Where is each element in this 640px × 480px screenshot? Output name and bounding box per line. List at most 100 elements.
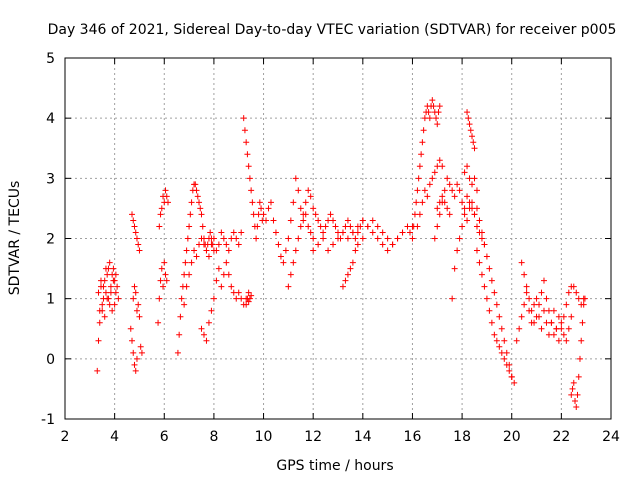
x-axis-label: GPS time / hours <box>276 458 393 474</box>
data-point <box>384 247 391 254</box>
data-point <box>205 319 212 326</box>
data-point <box>406 229 413 236</box>
data-point <box>478 235 485 242</box>
data-point <box>155 319 162 326</box>
data-point <box>105 295 112 302</box>
data-point <box>246 175 253 182</box>
data-point <box>114 283 121 290</box>
data-point <box>521 301 528 308</box>
data-point <box>131 223 138 230</box>
x-tick-label: 24 <box>602 429 620 445</box>
data-point <box>518 259 525 266</box>
data-point <box>300 217 307 224</box>
data-point <box>374 235 381 242</box>
data-point <box>465 115 472 122</box>
data-point <box>419 199 426 206</box>
data-point <box>511 379 518 386</box>
data-point <box>285 235 292 242</box>
data-point <box>235 289 242 296</box>
data-point <box>305 223 312 230</box>
data-point <box>436 103 443 110</box>
data-point <box>258 205 265 212</box>
data-point <box>330 241 337 248</box>
data-point <box>521 271 528 278</box>
data-point <box>526 295 533 302</box>
data-point <box>456 235 463 242</box>
data-point <box>379 241 386 248</box>
x-tick-label: 6 <box>160 429 169 445</box>
data-point <box>198 325 205 332</box>
data-point <box>478 229 485 236</box>
data-point <box>282 247 289 254</box>
data-point <box>506 367 513 374</box>
data-point <box>181 301 188 308</box>
data-point <box>253 235 260 242</box>
data-point <box>193 253 200 260</box>
data-point <box>528 307 535 314</box>
data-point <box>464 217 471 224</box>
data-point <box>470 139 477 146</box>
data-point <box>295 235 302 242</box>
data-point <box>473 187 480 194</box>
data-point <box>235 241 242 248</box>
data-point <box>374 223 381 230</box>
data-point <box>194 193 201 200</box>
data-point <box>461 211 468 218</box>
y-tick-label: 5 <box>46 51 55 67</box>
data-point <box>99 301 106 308</box>
data-point <box>272 229 279 236</box>
data-point <box>568 313 575 320</box>
y-axis-label: SDTVAR / TECUs <box>7 181 23 296</box>
data-point <box>431 235 438 242</box>
data-point <box>132 229 139 236</box>
data-point <box>111 301 118 308</box>
data-point <box>416 163 423 170</box>
data-point <box>186 271 193 278</box>
data-point <box>129 211 136 218</box>
data-point <box>471 145 478 152</box>
data-point <box>205 253 212 260</box>
data-point <box>186 223 193 230</box>
data-point <box>354 241 361 248</box>
data-point <box>233 235 240 242</box>
data-point <box>404 223 411 230</box>
x-tick-label: 22 <box>552 429 570 445</box>
chart-title: Day 346 of 2021, Sidereal Day-to-day VTE… <box>48 22 617 38</box>
data-point <box>503 361 510 368</box>
data-point <box>501 355 508 362</box>
data-point <box>215 241 222 248</box>
data-point <box>414 187 421 194</box>
data-point <box>444 205 451 212</box>
data-point <box>132 367 139 374</box>
data-point <box>344 235 351 242</box>
data-point <box>292 175 299 182</box>
data-point <box>478 271 485 278</box>
data-point <box>245 289 252 296</box>
data-point <box>322 223 329 230</box>
data-point <box>496 313 503 320</box>
data-point <box>344 217 351 224</box>
data-point <box>110 265 117 272</box>
data-point <box>135 301 142 308</box>
data-point <box>109 307 116 314</box>
data-point <box>260 211 267 218</box>
data-point <box>399 229 406 236</box>
data-point <box>555 337 562 344</box>
data-point <box>320 235 327 242</box>
data-point <box>138 349 145 356</box>
data-point <box>459 199 466 206</box>
data-point <box>531 319 538 326</box>
data-point <box>280 259 287 266</box>
plot-frame <box>64 57 612 420</box>
data-point <box>469 133 476 140</box>
data-point <box>496 343 503 350</box>
data-point <box>287 271 294 278</box>
data-point <box>335 235 341 242</box>
y-tick-label: 0 <box>46 352 55 368</box>
data-point <box>418 151 425 158</box>
data-point <box>416 211 423 218</box>
data-point <box>466 205 473 212</box>
data-point <box>565 325 572 332</box>
data-point <box>467 127 474 134</box>
data-point <box>473 247 480 254</box>
